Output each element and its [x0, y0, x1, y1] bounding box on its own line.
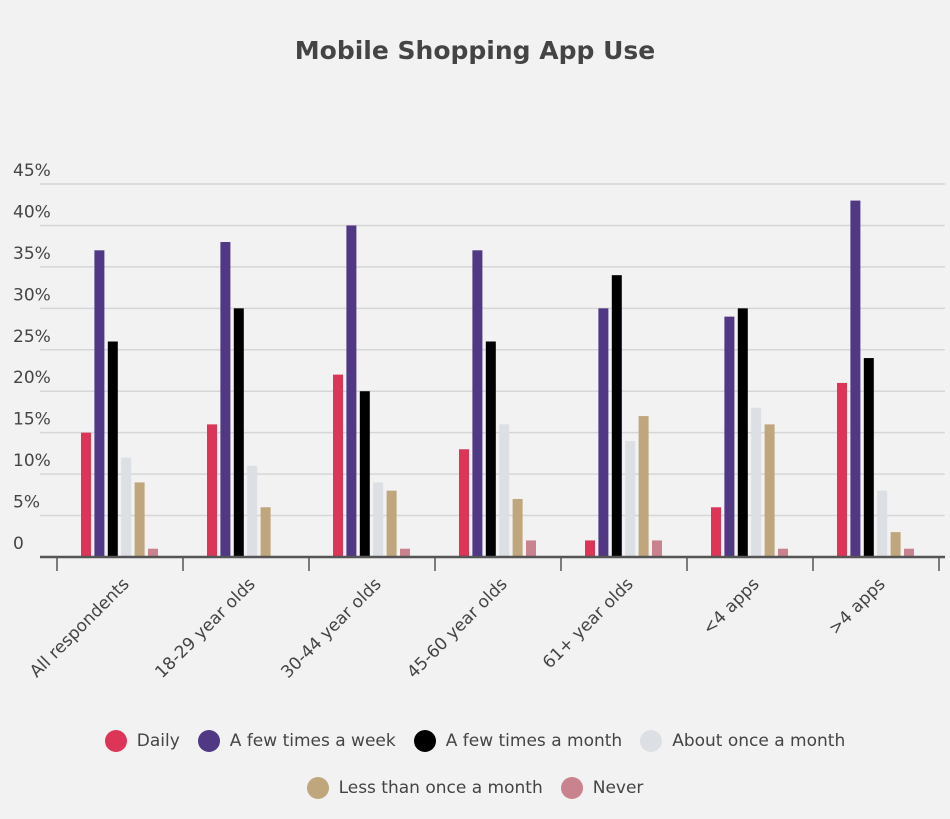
- y-tick-label: 45%: [13, 161, 51, 181]
- y-tick-label: 25%: [13, 327, 51, 347]
- chart-title: Mobile Shopping App Use: [294, 36, 656, 65]
- bar-daily: [585, 540, 595, 557]
- legend-item[interactable]: A few times a week: [197, 730, 396, 752]
- bar-about-once-a-month: [373, 482, 384, 557]
- bar-never: [148, 548, 158, 557]
- bar-a-few-times-a-week: [850, 200, 861, 558]
- legend-row-2: Less than once a month Never: [0, 777, 950, 799]
- legend-label: Less than once a month: [338, 778, 543, 798]
- bar-less-than-once-a-month: [260, 507, 271, 557]
- bar-about-once-a-month: [121, 457, 132, 557]
- bar-never: [904, 548, 914, 557]
- bar-a-few-times-a-month: [485, 341, 496, 557]
- bar-about-once-a-month: [625, 440, 636, 557]
- bar-daily: [81, 432, 91, 557]
- bar-a-few-times-a-month: [359, 391, 370, 557]
- legend-label: A few times a week: [229, 731, 396, 751]
- x-tick-label: <4 apps: [699, 574, 764, 639]
- bar-about-once-a-month: [751, 407, 762, 557]
- x-tick-label: >4 apps: [825, 574, 890, 639]
- bar-less-than-once-a-month: [386, 490, 397, 557]
- bar-a-few-times-a-week: [346, 225, 357, 557]
- bar-a-few-times-a-month: [107, 341, 118, 557]
- legend-swatch: [560, 777, 583, 799]
- bar-less-than-once-a-month: [512, 498, 523, 557]
- legend-swatch: [306, 777, 329, 799]
- bar-less-than-once-a-month: [764, 424, 775, 557]
- y-tick-label: 0: [13, 534, 24, 554]
- legend-item[interactable]: Daily: [104, 730, 180, 752]
- y-tick-label: 40%: [13, 202, 51, 222]
- bar-never: [400, 548, 410, 557]
- bar-a-few-times-a-week: [220, 242, 231, 557]
- legend-row-1: Daily A few times a week A few times a mon…: [0, 730, 950, 752]
- bar-about-once-a-month: [499, 424, 510, 557]
- y-tick-label: 10%: [13, 451, 51, 471]
- legend-item[interactable]: A few times a month: [413, 730, 623, 752]
- legend-item[interactable]: About once a month: [640, 730, 845, 752]
- bar-daily: [207, 424, 217, 557]
- bar-a-few-times-a-week: [94, 250, 105, 558]
- legend-item[interactable]: Less than once a month: [306, 777, 543, 799]
- x-tick-label: All respondents: [26, 574, 134, 682]
- bar-a-few-times-a-month: [737, 308, 748, 557]
- bar-a-few-times-a-month: [233, 308, 244, 557]
- bar-less-than-once-a-month: [638, 416, 649, 557]
- bar-a-few-times-a-month: [863, 358, 874, 557]
- bar-daily: [459, 449, 469, 557]
- bar-a-few-times-a-month: [611, 275, 622, 557]
- bar-about-once-a-month: [247, 465, 258, 557]
- bar-never: [526, 540, 536, 557]
- y-tick-label: 5%: [13, 493, 40, 513]
- bar-a-few-times-a-week: [724, 316, 735, 557]
- bar-daily: [333, 374, 343, 557]
- bar-chart: 0 5% 10% 15% 20% 25% 30% 35% 40% 45% All responden…: [13, 161, 945, 683]
- bar-less-than-once-a-month: [134, 482, 145, 557]
- legend-swatch: [640, 730, 663, 752]
- bar-a-few-times-a-week: [598, 308, 609, 557]
- y-tick-label: 35%: [13, 244, 51, 264]
- y-tick-label: 30%: [13, 285, 51, 305]
- bar-about-once-a-month: [877, 490, 888, 557]
- bar-daily: [837, 382, 847, 557]
- legend-label: A few times a month: [445, 731, 623, 751]
- legend-label: Never: [592, 778, 644, 798]
- x-tick-label: 30-44 year olds: [277, 574, 385, 682]
- legend-item[interactable]: Never: [560, 777, 644, 799]
- legend-swatch: [104, 730, 127, 752]
- legend-label: About once a month: [672, 731, 846, 751]
- legend-swatch: [197, 730, 220, 752]
- legend-label: Daily: [136, 731, 180, 751]
- bar-daily: [711, 507, 721, 557]
- bar-never: [652, 540, 662, 557]
- bar-less-than-once-a-month: [890, 532, 901, 557]
- bar-never: [778, 548, 788, 557]
- x-tick-label: 61+ year olds: [539, 574, 638, 673]
- y-tick-label: 15%: [13, 410, 51, 430]
- x-tick-label: 45-60 year olds: [403, 574, 511, 682]
- y-tick-label: 20%: [13, 368, 51, 388]
- x-tick-label: 18-29 year olds: [151, 574, 259, 682]
- bar-a-few-times-a-week: [472, 250, 483, 558]
- legend-swatch: [413, 730, 436, 752]
